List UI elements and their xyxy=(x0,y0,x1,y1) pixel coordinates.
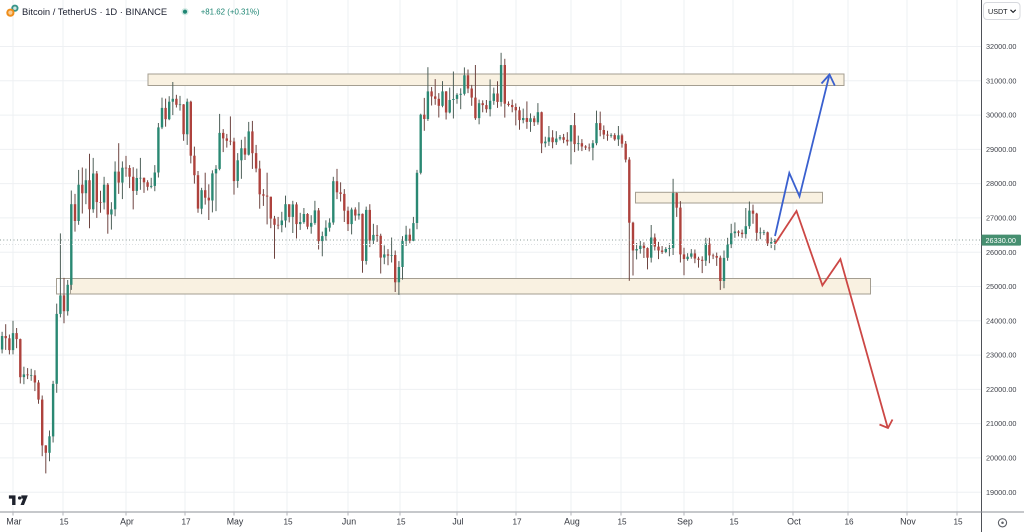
svg-text:19000.00: 19000.00 xyxy=(986,488,1016,497)
svg-text:29000.00: 29000.00 xyxy=(986,145,1016,154)
svg-text:15: 15 xyxy=(729,518,739,527)
svg-text:32000.00: 32000.00 xyxy=(986,42,1016,51)
svg-text:22000.00: 22000.00 xyxy=(986,385,1016,394)
svg-text:28000.00: 28000.00 xyxy=(986,179,1016,188)
svg-text:+81.62 (+0.31%): +81.62 (+0.31%) xyxy=(201,7,260,16)
svg-text:23000.00: 23000.00 xyxy=(986,351,1016,360)
svg-text:Aug: Aug xyxy=(564,517,580,527)
svg-text:Nov: Nov xyxy=(900,517,916,527)
svg-text:Bitcoin / TetherUS · 1D · BINA: Bitcoin / TetherUS · 1D · BINANCE xyxy=(22,6,167,17)
svg-text:15: 15 xyxy=(396,518,406,527)
svg-text:25000.00: 25000.00 xyxy=(986,282,1016,291)
svg-text:17: 17 xyxy=(181,518,191,527)
svg-text:20000.00: 20000.00 xyxy=(986,454,1016,463)
svg-text:USDT: USDT xyxy=(988,7,1008,16)
svg-text:15: 15 xyxy=(59,518,69,527)
svg-text:30000.00: 30000.00 xyxy=(986,111,1016,120)
svg-text:15: 15 xyxy=(283,518,293,527)
svg-text:21000.00: 21000.00 xyxy=(986,419,1016,428)
svg-text:31000.00: 31000.00 xyxy=(986,76,1016,85)
svg-text:Oct: Oct xyxy=(787,517,801,527)
svg-text:17: 17 xyxy=(512,518,522,527)
svg-text:Jul: Jul xyxy=(452,517,463,527)
svg-text:Mar: Mar xyxy=(6,517,21,527)
svg-text:26330.00: 26330.00 xyxy=(986,236,1016,245)
svg-text:26000.00: 26000.00 xyxy=(986,248,1016,257)
svg-text:May: May xyxy=(227,517,244,527)
svg-text:24000.00: 24000.00 xyxy=(986,316,1016,325)
svg-text:27000.00: 27000.00 xyxy=(986,214,1016,223)
svg-text:15: 15 xyxy=(617,518,627,527)
svg-text:Apr: Apr xyxy=(120,517,134,527)
svg-text:Sep: Sep xyxy=(677,517,693,527)
svg-text:16: 16 xyxy=(844,518,854,527)
svg-text:Jun: Jun xyxy=(342,517,356,527)
svg-text:15: 15 xyxy=(953,518,963,527)
